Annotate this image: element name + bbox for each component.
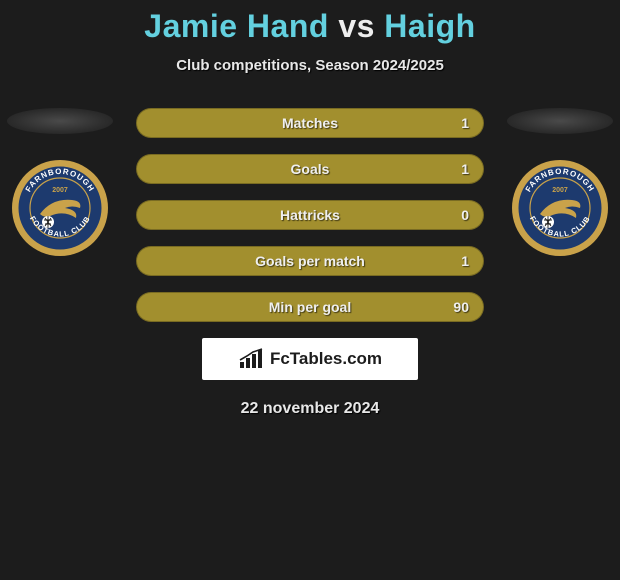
stat-bar-goals: Goals 1 [136, 154, 484, 184]
bars-icon [238, 348, 264, 370]
stat-bars: Matches 1 Goals 1 Hattricks 0 Goals per … [136, 108, 484, 322]
shadow-ellipse-right [507, 108, 613, 134]
root: Jamie Hand vs Haigh Club competitions, S… [0, 0, 620, 418]
brand-text: FcTables.com [270, 349, 382, 369]
date-text: 22 november 2024 [0, 400, 620, 418]
player2-name: Haigh [384, 8, 475, 44]
stat-bar-goals-per-match: Goals per match 1 [136, 246, 484, 276]
stat-label: Min per goal [269, 299, 351, 315]
crest-year: 2007 [52, 187, 68, 194]
crest-icon: FARNBOROUGH FOOTBALL CLUB 2007 [510, 158, 610, 258]
crest-icon: FARNBOROUGH FOOTBALL CLUB 2007 [10, 158, 110, 258]
stat-label: Goals [291, 161, 330, 177]
stat-bar-matches: Matches 1 [136, 108, 484, 138]
player1-name: Jamie Hand [144, 8, 329, 44]
brand-prefix: Fc [270, 349, 290, 368]
crest-year: 2007 [552, 187, 568, 194]
comparison-stage: FARNBOROUGH FOOTBALL CLUB 2007 FARNBORO [0, 108, 620, 418]
page-title: Jamie Hand vs Haigh [0, 8, 620, 45]
brand-logo-box: FcTables.com [202, 338, 418, 380]
club-badge-right: FARNBOROUGH FOOTBALL CLUB 2007 [510, 158, 610, 258]
stat-label: Hattricks [280, 207, 340, 223]
stat-label: Goals per match [255, 253, 365, 269]
stat-bar-hattricks: Hattricks 0 [136, 200, 484, 230]
stat-label: Matches [282, 115, 338, 131]
stat-right-value: 0 [461, 207, 469, 223]
stat-right-value: 1 [461, 253, 469, 269]
stat-right-value: 1 [461, 161, 469, 177]
stat-right-value: 90 [453, 299, 469, 315]
shadow-ellipse-left [7, 108, 113, 134]
brand-suffix: Tables.com [290, 349, 382, 368]
stat-bar-min-per-goal: Min per goal 90 [136, 292, 484, 322]
vs-text: vs [338, 8, 375, 44]
subtitle: Club competitions, Season 2024/2025 [0, 57, 620, 74]
club-badge-left: FARNBOROUGH FOOTBALL CLUB 2007 [10, 158, 110, 258]
stat-right-value: 1 [461, 115, 469, 131]
